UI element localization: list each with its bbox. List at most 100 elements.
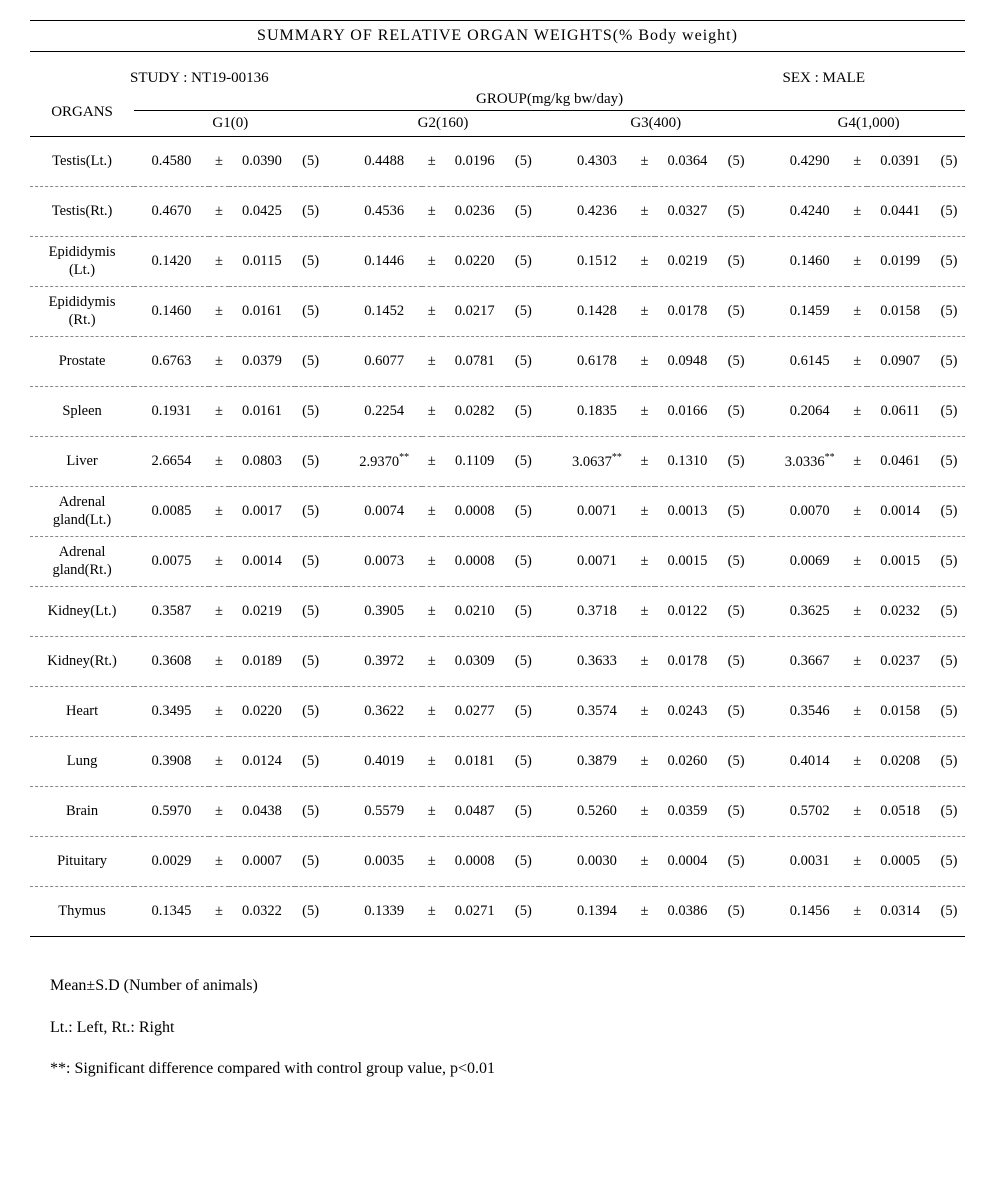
n-cell: (5) <box>720 387 752 437</box>
plus-minus-cell: ± <box>422 237 442 287</box>
n-cell: (5) <box>720 487 752 537</box>
gap-cell <box>326 487 346 537</box>
organ-cell: Adrenalgland(Lt.) <box>30 487 134 537</box>
n-cell: (5) <box>933 437 965 487</box>
sd-cell: 0.0379 <box>229 337 295 387</box>
mean-cell: 0.3622 <box>347 687 422 737</box>
n-cell: (5) <box>933 787 965 837</box>
n-cell: (5) <box>933 137 965 187</box>
n-cell: (5) <box>720 687 752 737</box>
sd-cell: 0.0282 <box>442 387 508 437</box>
mean-cell: 0.6178 <box>560 337 635 387</box>
mean-cell: 0.1931 <box>134 387 209 437</box>
plus-minus-cell: ± <box>847 737 867 787</box>
n-cell: (5) <box>295 237 327 287</box>
sd-cell: 0.0232 <box>867 587 933 637</box>
plus-minus-cell: ± <box>209 587 229 637</box>
gap-cell <box>326 187 346 237</box>
sd-cell: 0.0309 <box>442 637 508 687</box>
mean-cell: 0.1345 <box>134 887 209 937</box>
mean-cell: 0.4488 <box>347 137 422 187</box>
table-row: Prostate0.6763±0.0379(5)0.6077±0.0781(5)… <box>30 337 965 387</box>
mean-cell: 0.1452 <box>347 287 422 337</box>
mean-cell: 0.6077 <box>347 337 422 387</box>
sd-cell: 0.0208 <box>867 737 933 787</box>
table-row: Heart0.3495±0.0220(5)0.3622±0.0277(5)0.3… <box>30 687 965 737</box>
n-cell: (5) <box>933 387 965 437</box>
mean-cell: 0.3546 <box>772 687 847 737</box>
gap-cell <box>752 287 772 337</box>
mean-cell: 0.5260 <box>560 787 635 837</box>
sd-cell: 0.0359 <box>655 787 721 837</box>
mean-cell: 0.0030 <box>560 837 635 887</box>
sd-cell: 0.0178 <box>655 637 721 687</box>
gap-cell <box>539 287 559 337</box>
n-cell: (5) <box>295 187 327 237</box>
plus-minus-cell: ± <box>847 637 867 687</box>
mean-cell: 0.0029 <box>134 837 209 887</box>
table-row: Liver2.6654±0.0803(5)2.9370**±0.1109(5)3… <box>30 437 965 487</box>
n-cell: (5) <box>295 587 327 637</box>
meta-row: STUDY : NT19-00136 SEX : MALE <box>30 52 965 89</box>
mean-cell: 0.5970 <box>134 787 209 837</box>
sd-cell: 0.0219 <box>655 237 721 287</box>
mean-cell: 2.6654 <box>134 437 209 487</box>
n-cell: (5) <box>508 437 540 487</box>
n-cell: (5) <box>508 787 540 837</box>
plus-minus-cell: ± <box>209 787 229 837</box>
sd-cell: 0.0124 <box>229 737 295 787</box>
mean-cell: 0.1394 <box>560 887 635 937</box>
gap-cell <box>326 137 346 187</box>
mean-cell: 0.5702 <box>772 787 847 837</box>
mean-cell: 0.3587 <box>134 587 209 637</box>
sd-cell: 0.0014 <box>229 537 295 587</box>
n-cell: (5) <box>720 637 752 687</box>
plus-minus-cell: ± <box>634 437 654 487</box>
sd-cell: 0.0196 <box>442 137 508 187</box>
table-row: Adrenalgland(Rt.)0.0075±0.0014(5)0.0073±… <box>30 537 965 587</box>
gap-cell <box>752 737 772 787</box>
table-row: Lung0.3908±0.0124(5)0.4019±0.0181(5)0.38… <box>30 737 965 787</box>
n-cell: (5) <box>295 487 327 537</box>
gap-cell <box>539 187 559 237</box>
footnote-line: Mean±S.D (Number of animals) <box>50 965 965 1007</box>
sd-cell: 0.0178 <box>655 287 721 337</box>
gap-cell <box>752 537 772 587</box>
plus-minus-cell: ± <box>634 137 654 187</box>
gap-cell <box>539 737 559 787</box>
mean-cell: 0.3908 <box>134 737 209 787</box>
table-row: Kidney(Rt.)0.3608±0.0189(5)0.3972±0.0309… <box>30 637 965 687</box>
n-cell: (5) <box>720 237 752 287</box>
organ-cell: Prostate <box>30 337 134 387</box>
plus-minus-cell: ± <box>847 337 867 387</box>
gap-cell <box>752 387 772 437</box>
sd-cell: 0.0314 <box>867 887 933 937</box>
n-cell: (5) <box>933 337 965 387</box>
group-g3: G3(400) <box>560 111 752 137</box>
mean-cell: 0.1460 <box>134 287 209 337</box>
plus-minus-cell: ± <box>209 887 229 937</box>
sd-cell: 0.1109 <box>442 437 508 487</box>
n-cell: (5) <box>508 337 540 387</box>
organ-cell: Pituitary <box>30 837 134 887</box>
mean-cell: 0.4019 <box>347 737 422 787</box>
gap-cell <box>326 687 346 737</box>
plus-minus-cell: ± <box>209 487 229 537</box>
n-cell: (5) <box>933 837 965 887</box>
mean-cell: 0.1459 <box>772 287 847 337</box>
gap-cell <box>752 587 772 637</box>
n-cell: (5) <box>933 587 965 637</box>
organ-cell: Lung <box>30 737 134 787</box>
n-cell: (5) <box>720 787 752 837</box>
organ-cell: Brain <box>30 787 134 837</box>
sd-cell: 0.0781 <box>442 337 508 387</box>
n-cell: (5) <box>508 137 540 187</box>
mean-cell: 0.4014 <box>772 737 847 787</box>
mean-cell: 3.0637** <box>560 437 635 487</box>
organ-weights-table: ORGANS GROUP(mg/kg bw/day) G1(0) G2(160)… <box>30 89 965 937</box>
gap-cell <box>326 537 346 587</box>
sd-cell: 0.0161 <box>229 287 295 337</box>
page-title: SUMMARY OF RELATIVE ORGAN WEIGHTS(% Body… <box>30 20 965 52</box>
sd-cell: 0.0015 <box>655 537 721 587</box>
mean-cell: 0.3633 <box>560 637 635 687</box>
